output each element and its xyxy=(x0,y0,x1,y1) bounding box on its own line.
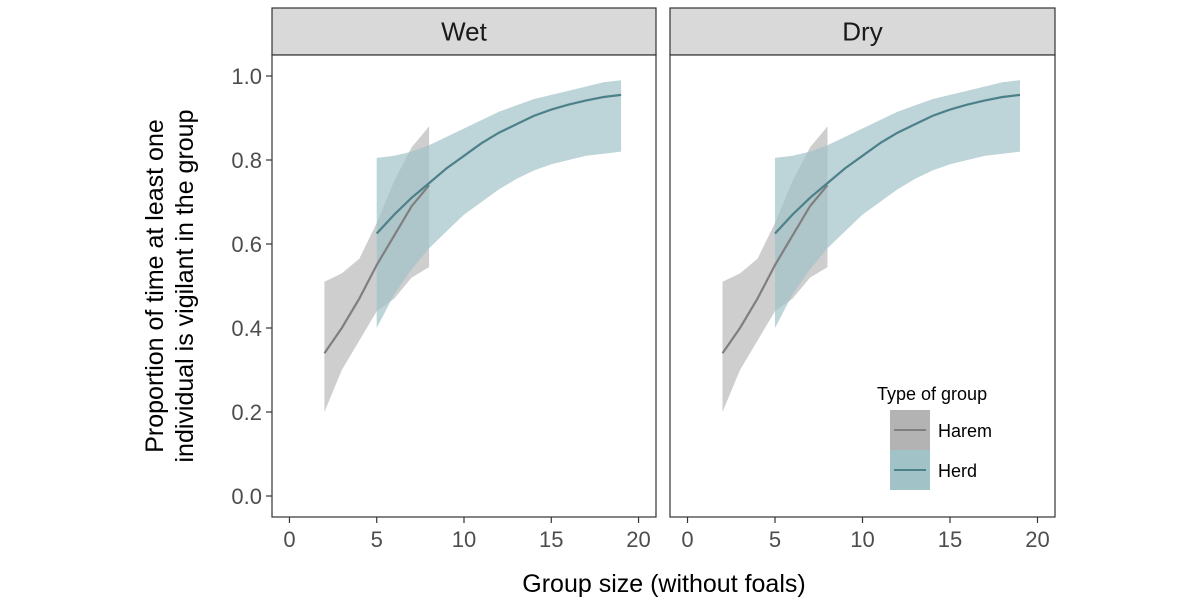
series-layer xyxy=(323,80,622,413)
series-layer xyxy=(721,80,1021,413)
y-axis-label-line-2: individual is vigilant in the group xyxy=(171,110,199,463)
legend-label-herd: Herd xyxy=(938,461,977,481)
legend-label-harem: Harem xyxy=(938,421,992,441)
ribbon-herd xyxy=(376,80,622,328)
line-herd xyxy=(774,93,1021,235)
facet-strip-dry xyxy=(669,7,1056,56)
ribbon-herd xyxy=(775,80,1020,328)
x-tick-label: 20 xyxy=(626,527,650,552)
facet-label-dry: Dry xyxy=(842,17,882,47)
legend-title: Type of group xyxy=(877,384,987,404)
y-tick-label: 0.6 xyxy=(231,232,262,257)
y-axis-label-line-1: Proportion of time at least one xyxy=(141,119,169,453)
x-tick-label: 5 xyxy=(769,527,781,552)
y-tick-label: 0.2 xyxy=(231,400,262,425)
facet-strip-wet xyxy=(271,7,657,56)
x-tick-label: 10 xyxy=(850,527,874,552)
x-tick-label: 5 xyxy=(371,527,383,552)
y-tick-label: 0.8 xyxy=(231,148,262,173)
panels-layer: Wet 0 5 10 15 20 0.0 0.2 0.4 0.6 0.8 1.0 Dry 0 5 10 15 20 xyxy=(231,7,1056,552)
line-herd xyxy=(375,93,622,235)
x-tick-label: 0 xyxy=(283,527,295,552)
x-tick-label: 10 xyxy=(452,527,476,552)
facet-label-wet: Wet xyxy=(441,17,488,47)
x-axis-label: Group size (without foals) xyxy=(522,570,805,598)
legend: Type of group Harem Herd xyxy=(877,384,992,490)
x-tick-label: 15 xyxy=(539,527,563,552)
y-tick-label: 1.0 xyxy=(231,64,262,89)
panel-dry: Dry 0 5 10 15 20 xyxy=(669,7,1056,552)
x-tick-label: 20 xyxy=(1025,527,1049,552)
line-harem xyxy=(721,184,829,354)
y-tick-label: 0.0 xyxy=(231,484,262,509)
x-tick-label: 15 xyxy=(938,527,962,552)
y-tick-label: 0.4 xyxy=(231,316,262,341)
line-harem xyxy=(323,184,430,354)
x-tick-label: 0 xyxy=(681,527,693,552)
panel-wet: Wet 0 5 10 15 20 0.0 0.2 0.4 0.6 0.8 1.0 xyxy=(231,7,657,552)
